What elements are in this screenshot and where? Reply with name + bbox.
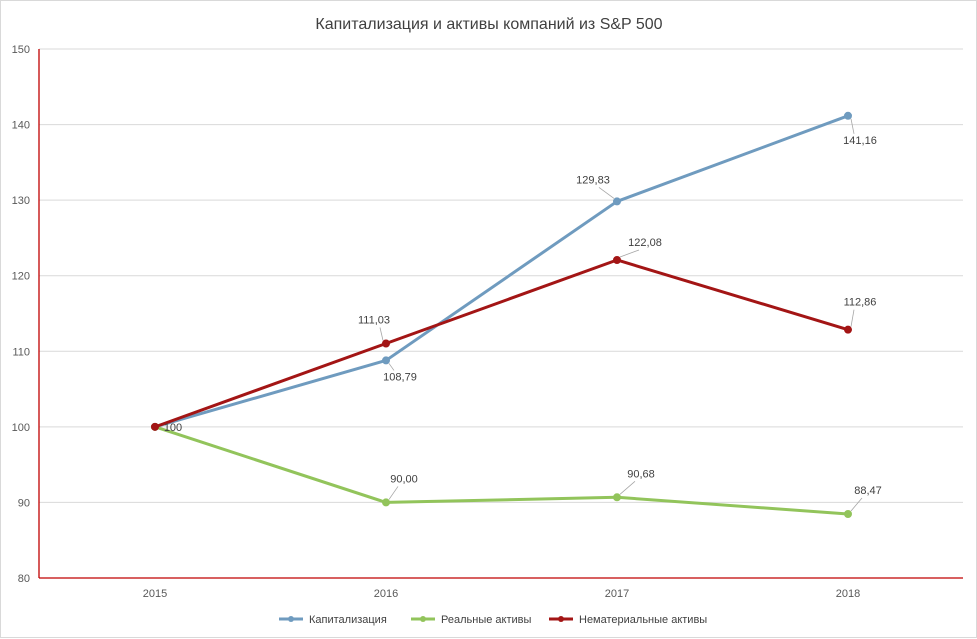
series-lines [151,111,852,518]
y-tick-label: 140 [12,120,30,132]
x-tick-label: 2017 [605,588,629,600]
legend-marker [420,616,426,622]
legend-entry: Нематериальные активы [579,614,707,626]
leader-line [598,187,615,199]
y-tick-label: 110 [12,346,30,358]
data-label: 111,03 [358,315,390,327]
data-point [613,255,621,264]
x-tick-label: 2015 [143,588,167,600]
data-label: 108,79 [383,371,417,383]
y-tick-label: 150 [12,44,30,56]
gridlines [39,48,963,503]
leader-line [388,486,399,500]
legend-marker [288,616,294,622]
legend-entry: Реальные активы [441,614,531,626]
data-point [613,197,621,206]
leader-line [379,327,384,341]
legend-marker [558,616,564,622]
leader-line [388,363,395,371]
data-label: 100 [164,422,182,434]
y-tick-label: 120 [12,271,30,283]
leader-line [850,497,863,512]
axes: 80 90 100 110 120 130 140 150 2015 2016 2017 2018 [12,44,963,600]
data-point [844,111,852,120]
data-point [844,509,852,518]
data-point [382,356,390,365]
y-tick-label: 130 [12,195,30,207]
leader-line [850,118,855,134]
y-tick-label: 100 [12,422,30,434]
data-labels: 108,79 129,83 141,16 90,00 90,68 88,47 100 111,… [164,118,882,512]
series-line [153,425,850,516]
chart-title: Капитализация и активы компаний из S&P 5… [315,16,662,33]
legend-entry: Капитализация [309,614,387,626]
x-tick-label: 2018 [836,588,860,600]
leader-line [850,309,855,327]
data-label: 88,47 [854,485,882,497]
data-label: 90,00 [390,473,418,485]
legend: Капитализация Реальные активы Нематериальн… [279,614,707,626]
x-tick-label: 2016 [374,588,398,600]
data-point [151,422,159,431]
data-label: 122,08 [628,237,662,249]
y-tick-label: 80 [18,573,30,585]
data-label: 112,86 [844,297,877,309]
series-line [153,258,850,429]
y-tick-label: 90 [18,497,30,509]
data-point [613,493,621,502]
data-label: 141,16 [843,135,877,147]
data-point [844,325,852,334]
data-point [382,339,390,348]
data-label: 129,83 [576,174,610,186]
series-line [153,114,850,429]
data-label: 90,68 [627,468,655,480]
leader-line [619,480,636,495]
leader-line [619,249,640,258]
data-point [382,498,390,507]
